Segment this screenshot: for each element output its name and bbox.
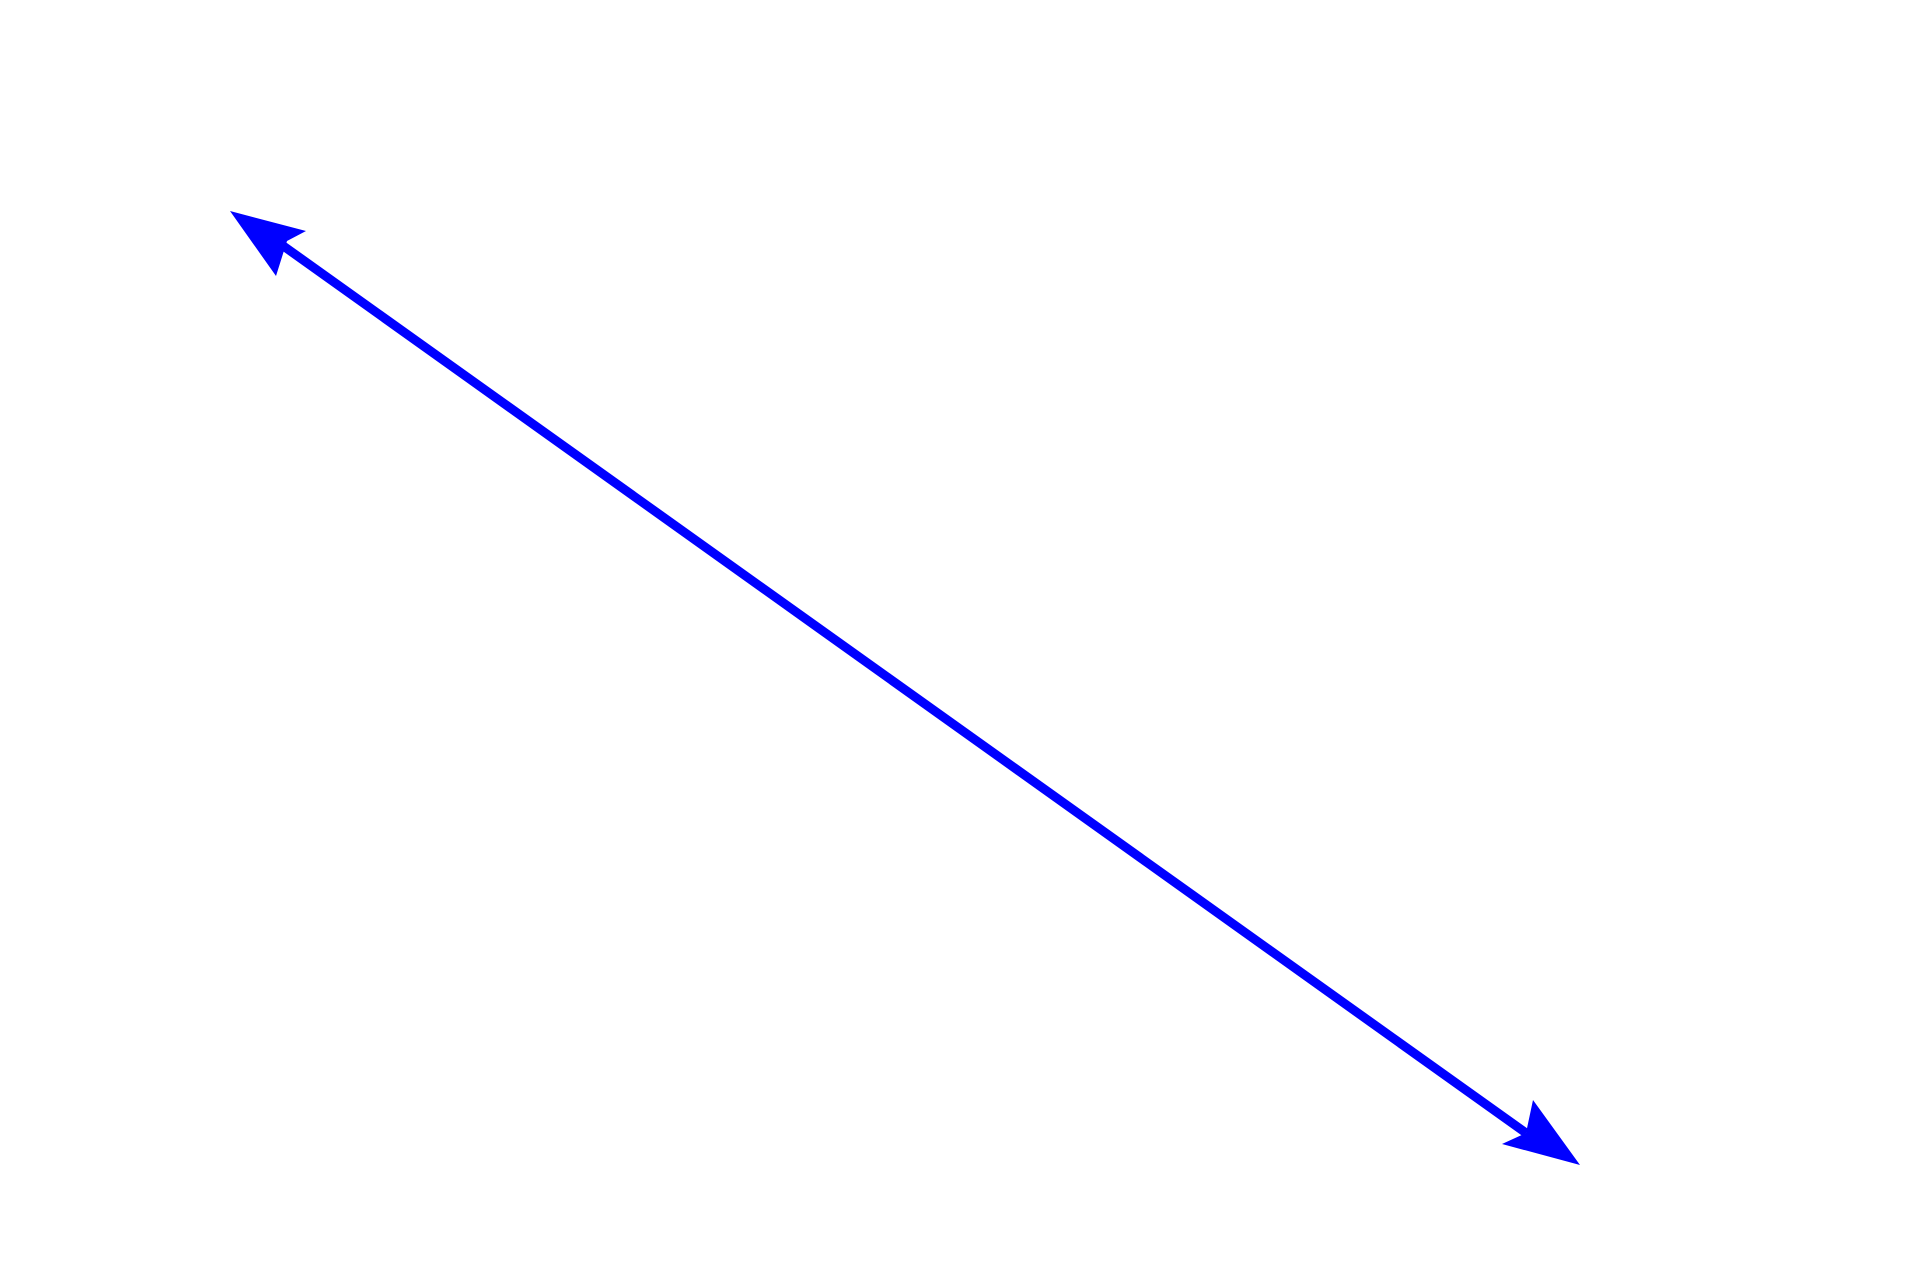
arrow-shaft xyxy=(279,241,1529,1137)
arrow-head-end xyxy=(1502,1100,1580,1165)
double-arrow xyxy=(230,211,1580,1165)
arrow-head-start xyxy=(230,211,306,276)
